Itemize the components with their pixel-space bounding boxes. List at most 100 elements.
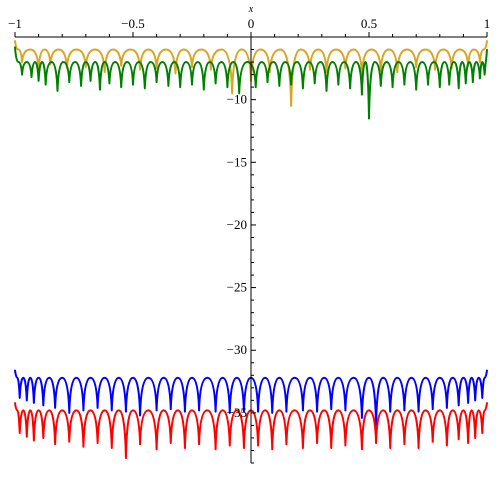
series-point — [120, 65, 122, 67]
series-point — [483, 73, 486, 76]
series-point — [361, 93, 363, 96]
x-axis-ticks: −1 −0.5 0 0.5 1 — [8, 16, 490, 37]
series-point — [479, 77, 481, 80]
series-point — [446, 444, 448, 447]
series-point — [37, 80, 40, 82]
series-point — [99, 88, 101, 91]
series-point — [68, 440, 71, 443]
series-point — [89, 80, 92, 82]
series-point — [44, 83, 47, 86]
series-point — [198, 443, 200, 446]
y-tick-label: −35 — [227, 405, 247, 420]
series-point — [155, 409, 158, 412]
series-point — [21, 61, 23, 63]
series-point — [68, 81, 71, 83]
series-point — [457, 438, 460, 440]
series-point — [125, 457, 127, 459]
series-point — [309, 68, 311, 71]
series-point — [278, 85, 281, 87]
series-point — [349, 87, 351, 90]
series-point — [290, 83, 292, 86]
series-point — [96, 407, 99, 409]
series-point — [396, 71, 399, 73]
series-point — [82, 445, 85, 448]
series-point — [389, 410, 392, 413]
series-point — [144, 87, 146, 90]
series-point — [42, 437, 45, 439]
x-tick-label: 1 — [484, 16, 491, 31]
series-point — [228, 412, 231, 414]
series-point — [257, 444, 259, 447]
series-point — [446, 407, 448, 409]
series-point — [203, 88, 205, 91]
series-point — [479, 61, 481, 63]
series-point — [85, 66, 87, 68]
series-point — [302, 447, 304, 449]
series-point — [415, 88, 418, 91]
series-point — [54, 443, 56, 446]
series-point — [389, 447, 392, 449]
series-point — [486, 369, 488, 372]
y-tick-label: −25 — [227, 280, 247, 295]
series-point — [467, 442, 469, 444]
series-point — [271, 448, 274, 451]
series-point — [14, 46, 16, 48]
series-point — [214, 448, 217, 451]
series-point — [330, 408, 333, 410]
x-tick-label: −1 — [8, 16, 22, 31]
series-point — [486, 39, 488, 42]
series-point — [431, 408, 434, 410]
series-point — [361, 417, 363, 419]
series-point — [228, 444, 231, 447]
y-tick-label: −15 — [227, 154, 247, 169]
series-point — [464, 82, 467, 85]
series-point — [431, 440, 434, 443]
series-point — [368, 117, 370, 120]
series-point — [184, 447, 186, 449]
series-point — [80, 85, 82, 87]
series-point — [26, 399, 28, 402]
series-point — [269, 71, 271, 73]
series-point — [21, 73, 23, 76]
series-point — [403, 409, 406, 412]
series-point — [316, 442, 318, 444]
series-point — [391, 86, 394, 88]
series-point — [474, 437, 477, 439]
axes: −1 −0.5 0 0.5 1 −10 −15 −20 −25 −30 −35 x — [8, 4, 490, 464]
series-point — [325, 71, 328, 73]
series-point — [238, 92, 240, 95]
series-point — [231, 92, 233, 95]
series-point — [155, 448, 158, 451]
series-point — [82, 409, 85, 412]
series-point — [403, 83, 406, 86]
series-point — [214, 410, 217, 413]
y-tick-label: −10 — [227, 92, 247, 107]
series-point — [481, 397, 484, 399]
y-tick-label: −30 — [227, 342, 247, 357]
series-point — [486, 48, 488, 51]
x-tick-label: 0.5 — [361, 16, 377, 31]
series-point — [54, 407, 56, 409]
series-point — [14, 39, 16, 42]
series-point — [198, 409, 200, 412]
series-point — [110, 447, 113, 449]
series-point — [361, 448, 363, 451]
series-point — [344, 409, 347, 412]
x-tick-label: 0 — [248, 16, 255, 31]
series-point — [481, 432, 484, 434]
series-point — [439, 86, 441, 88]
series-point — [337, 83, 340, 86]
series-point — [49, 63, 52, 66]
series-point — [30, 76, 33, 78]
series-point — [457, 87, 460, 90]
series-point — [167, 85, 170, 87]
series-point — [139, 68, 141, 71]
series-point — [434, 68, 436, 71]
series-point — [417, 410, 420, 413]
series-point — [125, 410, 127, 413]
x-tick-label: −0.5 — [121, 16, 145, 31]
x-axis-title: x — [248, 4, 254, 15]
series-point — [155, 81, 158, 83]
series-point — [285, 443, 288, 446]
